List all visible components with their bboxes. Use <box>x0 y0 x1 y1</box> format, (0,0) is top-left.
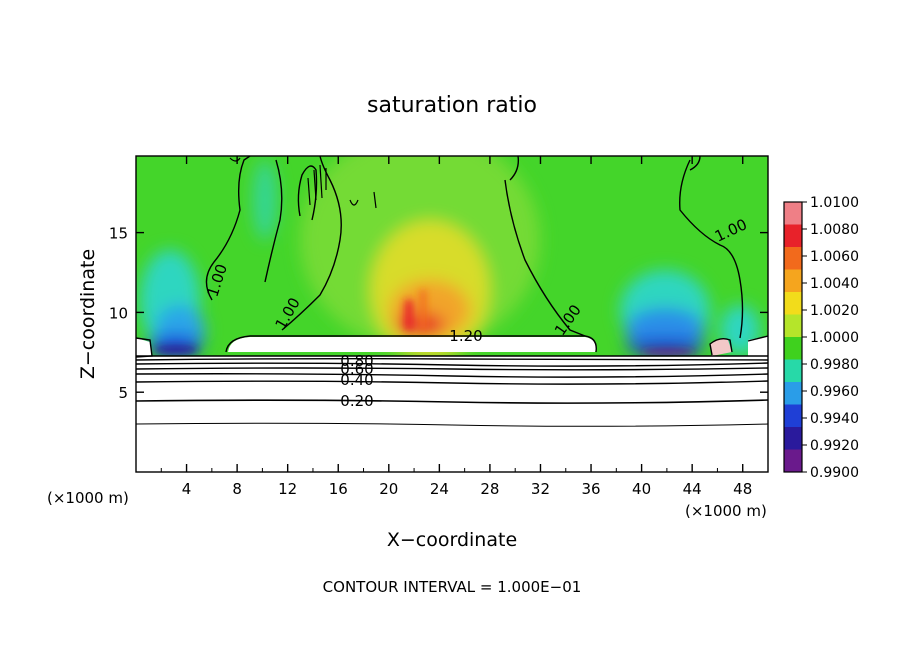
colorbar-swatch <box>784 449 802 473</box>
plot-area <box>136 156 768 472</box>
colorbar-label: 1.0060 <box>810 249 859 265</box>
colorbar-swatch <box>784 292 802 315</box>
colorbar-swatch <box>784 359 802 383</box>
colorbar-swatch <box>784 224 802 248</box>
colorbar-label: 1.0100 <box>810 195 859 211</box>
y-tick-label: 5 <box>118 384 128 402</box>
x-tick-label: 4 <box>182 480 192 498</box>
x-tick-label: 32 <box>531 480 550 498</box>
colorbar-swatch <box>784 314 802 338</box>
colorbar-swatch <box>784 337 802 360</box>
contour-label: 1.20 <box>449 327 482 345</box>
colorbar-label: 0.9920 <box>810 438 859 454</box>
colorbar-label: 0.9940 <box>810 411 859 427</box>
y-axis: 5 10 15 <box>109 225 768 402</box>
x-unit-right: (×1000 m) <box>685 502 767 520</box>
x-tick-label: 12 <box>278 480 297 498</box>
x-axis: 4 8 12 16 20 24 28 32 36 40 44 48 <box>160 156 752 498</box>
plot-frame <box>135 155 769 473</box>
x-tick-label: 48 <box>733 480 752 498</box>
colorbar-swatch <box>784 247 802 270</box>
x-tick-label: 28 <box>480 480 499 498</box>
y-axis-label: Z−coordinate <box>77 249 99 379</box>
contour-label: 0.40 <box>340 371 373 389</box>
colorbar-label: 1.0020 <box>810 303 859 319</box>
x-axis-label: X−coordinate <box>387 529 517 551</box>
colorbar-label: 0.9900 <box>810 465 859 481</box>
contour-label: 0.80 <box>340 352 373 370</box>
colorbar-swatch <box>784 202 802 225</box>
y-tick-label: 10 <box>109 304 128 322</box>
colorbar-swatch <box>784 427 802 450</box>
contour-label: 0.60 <box>340 360 373 378</box>
colorbar-label: 1.0040 <box>810 276 859 292</box>
y-tick-label: 15 <box>109 225 128 243</box>
colorbar-label: 0.9960 <box>810 384 859 400</box>
x-unit-left: (×1000 m) <box>47 489 129 507</box>
colorbar: 1.0100 1.0080 1.0060 1.0040 1.0020 1.0000 0.99… <box>783 195 859 481</box>
colorbar-label: 1.0000 <box>810 330 859 346</box>
contour-interval-note: CONTOUR INTERVAL = 1.000E−01 <box>323 578 582 596</box>
colorbar-label: 1.0080 <box>810 222 859 238</box>
colorbar-swatch <box>784 269 802 293</box>
contour-label: 0.20 <box>340 392 373 410</box>
x-tick-label: 40 <box>632 480 651 498</box>
x-tick-label: 36 <box>581 480 600 498</box>
chart-title: saturation ratio <box>367 93 537 118</box>
x-tick-label: 16 <box>329 480 348 498</box>
x-tick-label: 8 <box>232 480 242 498</box>
x-tick-label: 20 <box>379 480 398 498</box>
colorbar-swatch <box>784 382 802 405</box>
x-tick-label: 44 <box>683 480 702 498</box>
colorbar-swatch <box>784 404 802 428</box>
x-tick-label: 24 <box>430 480 449 498</box>
colorbar-label: 0.9980 <box>810 357 859 373</box>
